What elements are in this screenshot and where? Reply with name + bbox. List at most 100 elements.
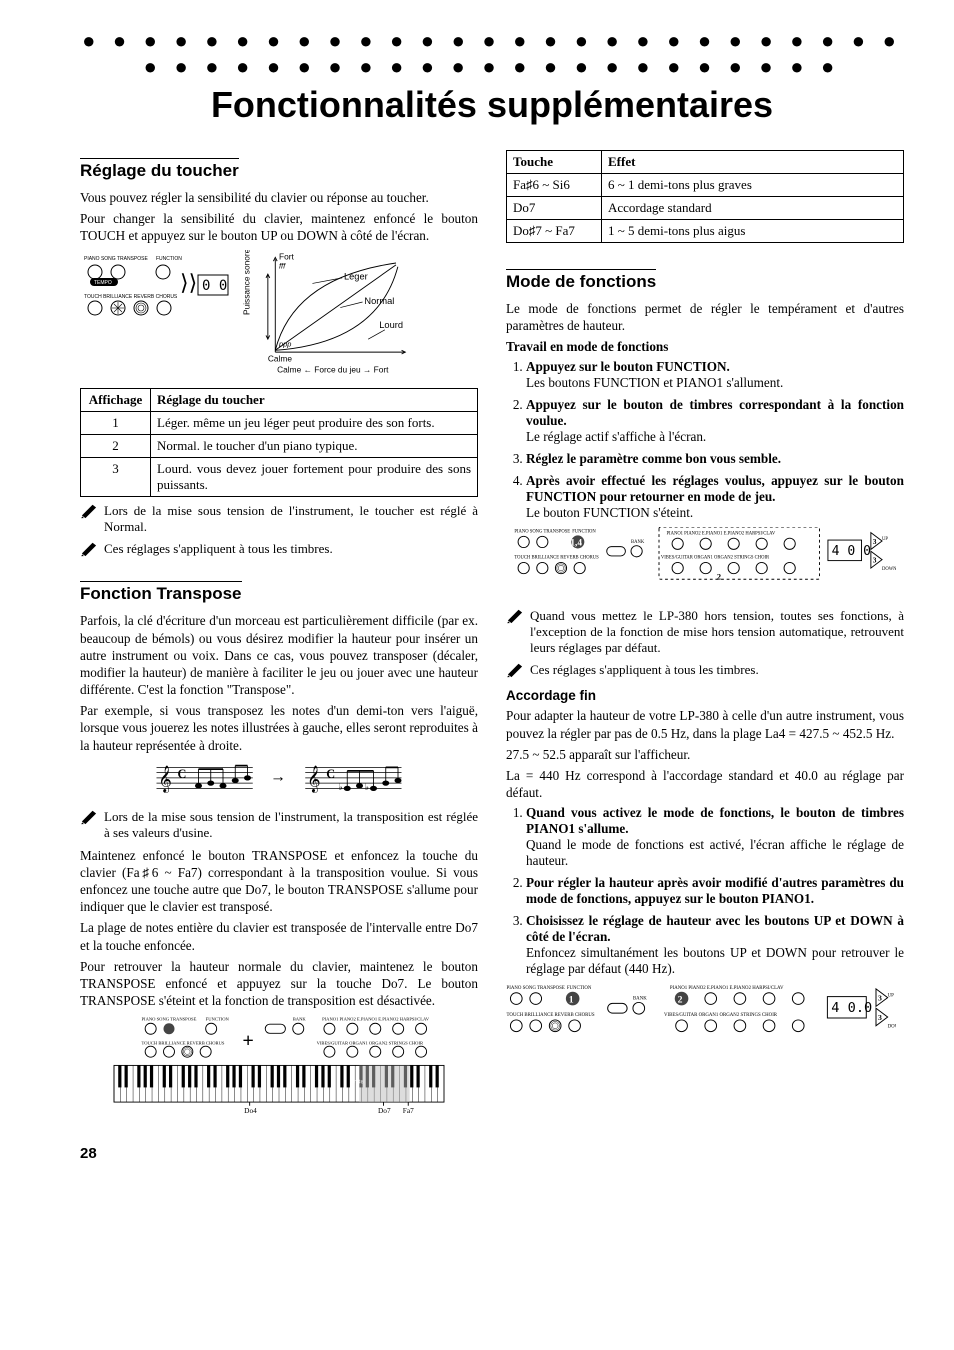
para: La = 440 Hz correspond à l'accordage sta… (506, 767, 904, 801)
svg-text:4 0.0: 4 0.0 (831, 1000, 872, 1016)
svg-text:PIANO SONG TRANSPOSE: PIANO SONG TRANSPOSE (514, 530, 570, 535)
table-row: 1Léger. même un jeu léger peut produire … (81, 412, 478, 435)
note-icon (80, 541, 98, 557)
touch-table: Affichage Réglage du toucher 1Léger. mêm… (80, 388, 478, 497)
svg-text:UP: UP (882, 538, 888, 543)
columns: Réglage du toucher Vous pouvez régler la… (80, 144, 904, 1131)
svg-text:FUNCTION: FUNCTION (206, 1017, 230, 1022)
svg-text:3: 3 (878, 1013, 882, 1022)
note: Lors de la mise sous tension de l'instru… (80, 503, 478, 535)
note-text: Quand vous mettez le LP-380 hors tension… (530, 608, 904, 656)
svg-text:PIANO SONG TRANSPOSE: PIANO SONG TRANSPOSE (142, 1017, 197, 1022)
svg-text:2: 2 (717, 573, 721, 582)
dot-row: ● ● ● ● ● ● ● ● ● ● ● ● ● ● ● ● ● ● ● ● … (80, 28, 904, 80)
page: ● ● ● ● ● ● ● ● ● ● ● ● ● ● ● ● ● ● ● ● … (0, 0, 954, 1172)
svg-text:Léger: Léger (344, 272, 368, 282)
svg-text:3: 3 (873, 556, 877, 565)
svg-text:TOUCH BRILLIANCE REVERB CHORUS: TOUCH BRILLIANCE REVERB CHORUS (514, 556, 599, 561)
para: Par exemple, si vous transposez les note… (80, 702, 478, 753)
svg-text:Calme: Calme (268, 354, 292, 364)
table-row: Fa♯6 ~ Si66 ~ 1 demi-tons plus graves (507, 174, 904, 197)
table-row: 3Lourd. vous devez jouer fortement pour … (81, 458, 478, 497)
table-header: Réglage du toucher (151, 389, 478, 412)
svg-text:1,4: 1,4 (570, 539, 582, 549)
note-icon (506, 662, 524, 678)
svg-text:⟩⟩: ⟩⟩ (180, 270, 197, 295)
svg-text:Do4: Do4 (244, 1106, 257, 1115)
step-item: Appuyez sur le bouton de timbres corresp… (526, 397, 904, 445)
svg-text:2: 2 (678, 995, 683, 1006)
step-list: Quand vous activez le mode de fonctions,… (506, 805, 904, 977)
keyboard-diagram: PIANO SONG TRANSPOSE FUNCTION TOUCH BRILL… (89, 1015, 469, 1125)
svg-text:Do7: Do7 (378, 1106, 391, 1115)
svg-text:PIANO SONG TRANSPOSE: PIANO SONG TRANSPOSE (84, 256, 148, 262)
note: Ces réglages s'appliquent à tous les tim… (506, 662, 904, 678)
svg-text:PIANO1 PIANO2 E.PIANO1 E.PIA: PIANO1 PIANO2 E.PIANO1 E.PIANO2 HARPSI/C… (670, 986, 784, 991)
para: Vous pouvez régler la sensibilité du cla… (80, 189, 478, 206)
page-number: 28 (80, 1145, 904, 1162)
step-item: Choisissez le réglage de hauteur avec le… (526, 913, 904, 977)
touch-curve-chart: Léger Normal Lourd Fort fff Puissance so… (236, 250, 426, 380)
svg-text:𝄞: 𝄞 (307, 766, 320, 793)
note-text: Lors de la mise sous tension de l'instru… (104, 809, 478, 841)
svg-text:DOWN: DOWN (882, 567, 896, 572)
svg-text:ppp: ppp (278, 340, 291, 349)
svg-text:PIANO SONG TRANSPOSE: PIANO SONG TRANSPOSE (507, 986, 565, 991)
svg-text:4 0 0: 4 0 0 (832, 544, 871, 559)
touch-diagram: PIANO SONG TRANSPOSE FUNCTION TEMPO TOUC… (80, 250, 478, 380)
svg-text:BANK: BANK (631, 540, 645, 545)
svg-text:Normal: Normal (364, 296, 394, 306)
svg-text:TOUCH BRILLIANCE REVERB CHORUS: TOUCH BRILLIANCE REVERB CHORUS (507, 1013, 595, 1018)
para: Pour adapter la hauteur de votre LP-380 … (506, 707, 904, 741)
svg-text:fff: fff (279, 262, 286, 271)
svg-text:BANK: BANK (293, 1017, 307, 1022)
note-text: Lors de la mise sous tension de l'instru… (104, 503, 478, 535)
svg-text:C: C (326, 767, 335, 781)
svg-text:♭: ♭ (365, 782, 369, 792)
para: Pour changer la sensibilité du clavier, … (80, 210, 478, 244)
function-panel-diagram: PIANO SONG TRANSPOSEFUNCTION 1,4 TOUCH B… (506, 527, 896, 597)
music-staff-diagram: 𝄞 C → 𝄞 C ♭ ♭ (139, 758, 419, 803)
note-icon (506, 608, 524, 624)
note: Ces réglages s'appliquent à tous les tim… (80, 541, 478, 557)
svg-text:𝄞: 𝄞 (158, 766, 171, 793)
para: Maintenez enfoncé le bouton TRANSPOSE et… (80, 847, 478, 916)
svg-text:C: C (178, 767, 187, 781)
svg-text:VIBES/GUITAR ORGAN1 ORGAN2 STR: VIBES/GUITAR ORGAN1 ORGAN2 STRINGS CHOIR (664, 1013, 778, 1018)
step-item: Réglez le paramètre comme bon vous sembl… (526, 451, 904, 467)
right-column: Touche Effet Fa♯6 ~ Si66 ~ 1 demi-tons p… (506, 144, 904, 1131)
control-panel-icon: PIANO SONG TRANSPOSE FUNCTION TEMPO TOUC… (80, 250, 230, 345)
heading-reglage-toucher: Réglage du toucher (80, 158, 239, 181)
svg-text:3: 3 (873, 537, 877, 546)
svg-text:Fort: Fort (279, 252, 295, 262)
table-row: Do♯7 ~ Fa71 ~ 5 demi-tons plus aigus (507, 220, 904, 243)
svg-text:♭: ♭ (339, 782, 343, 792)
heading-transpose: Fonction Transpose (80, 581, 242, 604)
svg-text:TOUCH BRILLIANCE REVERB CHORUS: TOUCH BRILLIANCE REVERB CHORUS (142, 1040, 225, 1045)
svg-text:3: 3 (878, 994, 882, 1003)
svg-text:DOWN: DOWN (888, 1025, 896, 1030)
svg-text:Calme ← Force du jeu → Fort: Calme ← Force du jeu → Fort (277, 365, 389, 375)
svg-text:VIBES/GUITAR ORGAN1 ORGAN2 STR: VIBES/GUITAR ORGAN1 ORGAN2 STRINGS CHOIR (661, 556, 770, 561)
svg-text:FUNCTION: FUNCTION (567, 986, 592, 991)
svg-text:TOUCH BRILLIANCE REVERB CHORUS: TOUCH BRILLIANCE REVERB CHORUS (84, 294, 178, 300)
svg-text:Fa7: Fa7 (403, 1106, 414, 1115)
step-item: Appuyez sur le bouton FUNCTION.Les bouto… (526, 359, 904, 391)
note: Lors de la mise sous tension de l'instru… (80, 809, 478, 841)
table-header: Affichage (81, 389, 151, 412)
svg-text:0 0 2: 0 0 2 (202, 278, 230, 294)
svg-text:Lourd: Lourd (379, 320, 403, 330)
accordage-panel-diagram: PIANO SONG TRANSPOSEFUNCTION 1 TOUCH BRI… (506, 983, 896, 1053)
step-item: Quand vous activez le mode de fonctions,… (526, 805, 904, 869)
note-text: Ces réglages s'appliquent à tous les tim… (104, 541, 333, 557)
svg-text:1: 1 (569, 995, 574, 1006)
subheading: Travail en mode de fonctions (506, 338, 904, 355)
table-row: Do7Accordage standard (507, 197, 904, 220)
transpose-key-table: Touche Effet Fa♯6 ~ Si66 ~ 1 demi-tons p… (506, 150, 904, 243)
svg-text:UP: UP (888, 994, 895, 999)
step-list: Appuyez sur le bouton FUNCTION.Les bouto… (506, 359, 904, 521)
para: Pour retrouver la hauteur normale du cla… (80, 958, 478, 1009)
svg-text:PIANO1 PIANO2 E.PIANO1 E.PIA: PIANO1 PIANO2 E.PIANO1 E.PIANO2 HARPSI/C… (666, 532, 775, 537)
heading-mode-fonctions: Mode de fonctions (506, 269, 656, 292)
table-header: Touche (507, 151, 602, 174)
